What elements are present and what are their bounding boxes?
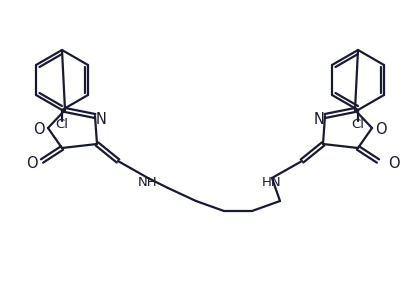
Text: O: O (26, 155, 38, 170)
Text: NH: NH (138, 176, 158, 188)
Text: O: O (388, 155, 399, 170)
Text: Cl: Cl (55, 118, 68, 132)
Text: HN: HN (262, 176, 282, 188)
Text: O: O (375, 121, 387, 136)
Text: Cl: Cl (352, 118, 365, 132)
Text: N: N (314, 113, 324, 128)
Text: N: N (96, 113, 106, 128)
Text: O: O (33, 121, 45, 136)
